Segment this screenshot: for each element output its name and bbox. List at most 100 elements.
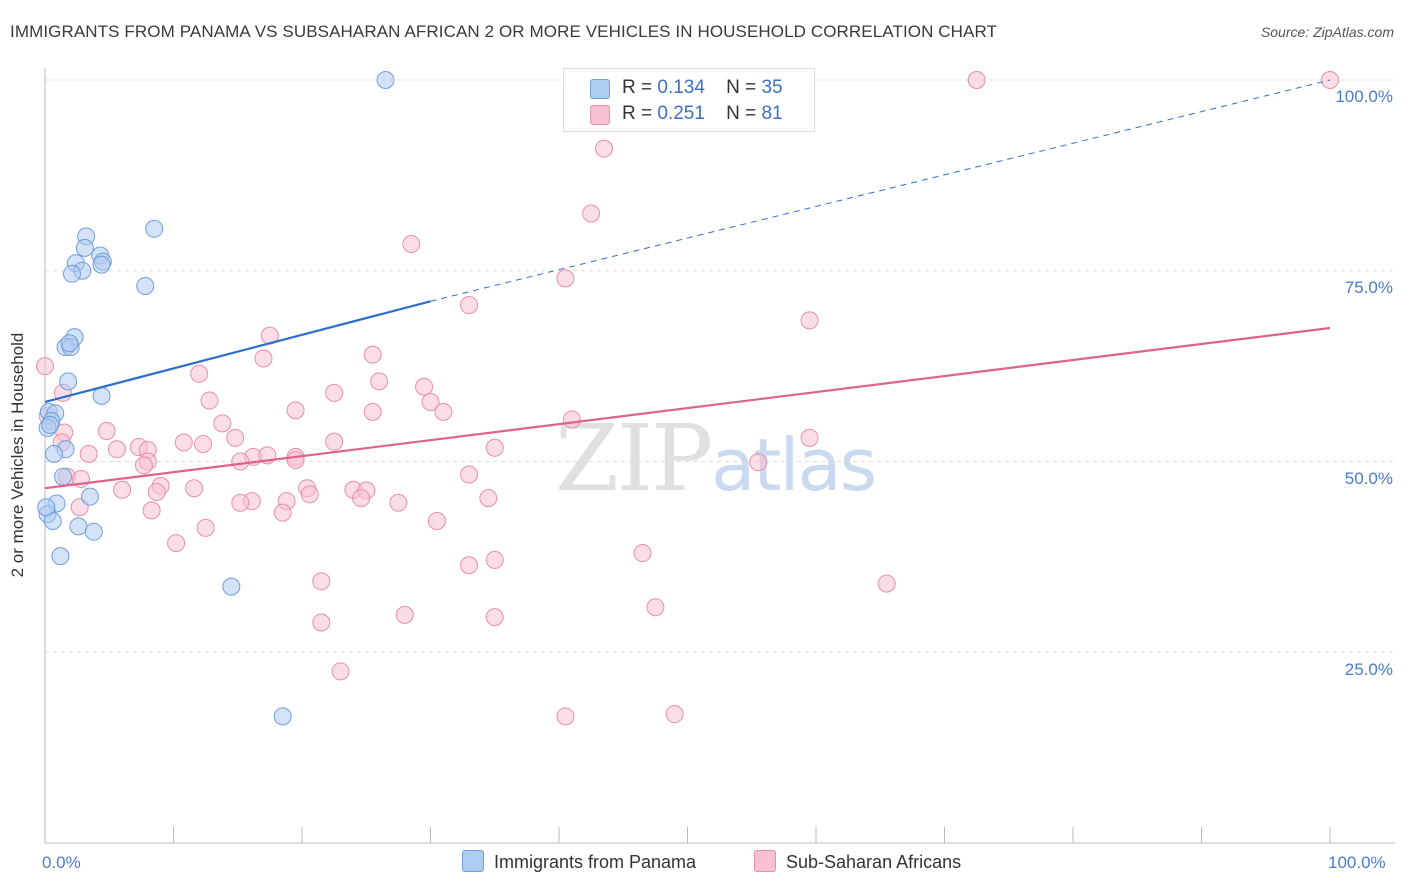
series-legend: Immigrants from Panama Sub-Saharan Afric… (0, 850, 1406, 880)
r-value-subsaharan: 0.251 (657, 103, 705, 124)
y-axis-label: 2 or more Vehicles in Household (8, 332, 27, 578)
point-subsaharan-67 (196, 518, 215, 537)
source-credit: Source: ZipAtlas.com (1260, 24, 1394, 40)
y-tick-label-50: 50.0% (1344, 469, 1393, 488)
point-subsaharan-74 (646, 598, 665, 617)
legend-label-subsaharan: Sub-Saharan Africans (786, 852, 962, 872)
point-subsaharan-30 (174, 433, 193, 452)
point-panama-16 (92, 386, 111, 405)
point-panama-22 (44, 444, 63, 463)
point-subsaharan-44 (286, 450, 305, 469)
point-panama-33 (37, 498, 56, 517)
point-subsaharan-19 (286, 401, 305, 420)
point-subsaharan-53 (147, 483, 166, 502)
legend-swatch-panama (590, 79, 610, 99)
point-subsaharan-36 (485, 438, 504, 457)
point-subsaharan-50 (185, 479, 204, 498)
legend-label-panama: Immigrants from Panama (494, 852, 697, 872)
point-panama-3 (75, 238, 94, 257)
point-subsaharan-71 (460, 556, 479, 575)
point-panama-7 (92, 255, 111, 274)
point-subsaharan-17 (200, 391, 219, 410)
point-panama-15 (59, 372, 78, 391)
point-subsaharan-61 (231, 493, 250, 512)
point-panama-29 (84, 522, 103, 541)
point-panama-0 (376, 71, 395, 89)
point-subsaharan-0 (967, 71, 986, 89)
point-subsaharan-6 (460, 296, 479, 315)
point-panama-30 (51, 547, 70, 566)
point-subsaharan-72 (312, 572, 331, 591)
point-subsaharan-66 (427, 512, 446, 531)
point-subsaharan-77 (312, 613, 331, 632)
point-subsaharan-9 (363, 345, 382, 364)
trendline-subsaharan (44, 326, 1331, 490)
point-panama-31 (222, 577, 241, 596)
n-value-panama: 35 (761, 77, 783, 98)
point-subsaharan-56 (300, 485, 319, 504)
point-subsaharan-52 (113, 480, 132, 499)
point-subsaharan-4 (402, 235, 421, 254)
point-subsaharan-2 (594, 139, 613, 158)
legend-swatch-panama-bottom (462, 850, 484, 872)
point-subsaharan-12 (190, 364, 209, 383)
watermark-atlas: atlas (711, 423, 877, 507)
legend-swatch-subsaharan-bottom (754, 850, 776, 872)
point-subsaharan-27 (226, 428, 245, 447)
point-subsaharan-78 (331, 662, 350, 681)
point-subsaharan-23 (562, 410, 581, 429)
point-subsaharan-70 (485, 550, 504, 569)
point-panama-10 (136, 277, 155, 296)
point-subsaharan-45 (134, 456, 153, 475)
legend-swatch-subsaharan (590, 105, 610, 125)
point-subsaharan-64 (142, 501, 161, 520)
point-subsaharan-7 (800, 311, 819, 330)
point-panama-9 (62, 264, 81, 283)
point-subsaharan-25 (97, 421, 116, 440)
legend-stats-panama: R = 0.134 N = 35 (622, 77, 783, 98)
point-subsaharan-11 (36, 357, 54, 376)
legend-stats-subsaharan: R = 0.251 N = 81 (622, 103, 783, 124)
legend-item-panama[interactable]: Immigrants from Panama (462, 850, 696, 873)
point-subsaharan-75 (395, 605, 414, 624)
point-subsaharan-76 (485, 608, 504, 627)
point-subsaharan-3 (582, 204, 601, 223)
point-subsaharan-24 (213, 414, 232, 433)
point-subsaharan-21 (434, 402, 453, 421)
point-subsaharan-34 (107, 440, 126, 459)
point-subsaharan-42 (749, 453, 768, 472)
point-subsaharan-73 (877, 574, 896, 593)
point-subsaharan-58 (352, 489, 371, 508)
point-subsaharan-62 (389, 493, 408, 512)
trendline-panama-extension (430, 79, 1331, 302)
point-subsaharan-69 (633, 544, 652, 563)
point-subsaharan-41 (231, 452, 250, 471)
legend-item-subsaharan[interactable]: Sub-Saharan Africans (754, 850, 961, 873)
y-tick-label-75: 75.0% (1344, 278, 1393, 297)
trendline-panama (44, 300, 431, 404)
point-subsaharan-32 (194, 434, 213, 453)
point-panama-14 (60, 334, 79, 353)
n-value-subsaharan: 81 (761, 103, 783, 124)
point-subsaharan-13 (370, 372, 389, 391)
correlation-legend: R = 0.134 N = 35 R = 0.251 N = 81 (563, 68, 815, 132)
point-subsaharan-28 (325, 432, 344, 451)
point-subsaharan-57 (479, 489, 498, 508)
watermark-zip: ZIP (555, 405, 713, 512)
watermark: ZIPatlas (555, 405, 877, 512)
chart-title: IMMIGRANTS FROM PANAMA VS SUBSAHARAN AFR… (10, 22, 998, 41)
point-subsaharan-15 (325, 383, 344, 402)
point-subsaharan-68 (167, 534, 186, 553)
point-subsaharan-46 (460, 465, 479, 484)
point-subsaharan-5 (556, 269, 575, 288)
point-subsaharan-80 (665, 705, 684, 724)
point-panama-23 (53, 467, 72, 486)
x-tick-label-0: 0.0% (42, 853, 81, 872)
point-panama-1 (145, 219, 164, 238)
point-subsaharan-79 (556, 707, 575, 726)
point-subsaharan-65 (273, 503, 292, 522)
y-tick-label-25: 25.0% (1344, 660, 1393, 679)
y-tick-label-100: 100.0% (1335, 87, 1393, 106)
point-subsaharan-14 (415, 377, 434, 396)
